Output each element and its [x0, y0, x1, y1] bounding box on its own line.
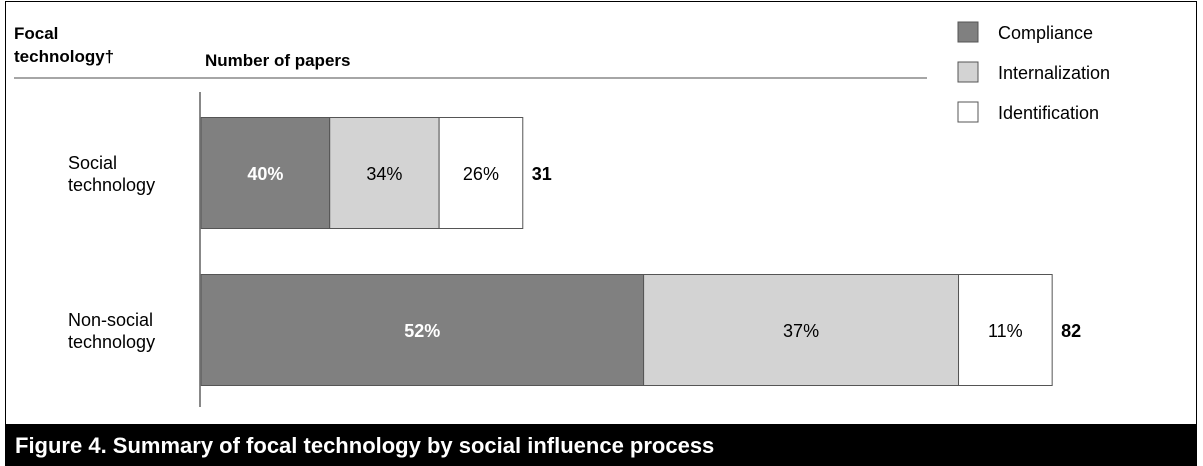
data-label: 11% — [988, 321, 1023, 341]
data-label: 37% — [783, 321, 819, 341]
figure-caption-bar: Figure 4. Summary of focal technology by… — [5, 424, 1197, 466]
category-label: technology — [68, 175, 155, 195]
bar-segment — [958, 274, 1053, 386]
category-label: Social — [68, 153, 117, 173]
category-label: Non-social — [68, 310, 153, 330]
total-label: 82 — [1061, 321, 1081, 341]
data-label: 26% — [463, 164, 499, 184]
bar-segment — [329, 117, 440, 229]
bar-segment — [438, 117, 524, 229]
legend-entry: Identification — [998, 103, 1099, 123]
legend-entry: Compliance — [998, 23, 1093, 43]
value-axis-title: Number of papers — [205, 51, 350, 70]
figure-caption: Figure 4. Summary of focal technology by… — [15, 433, 715, 458]
legend-swatch — [957, 61, 979, 83]
legend-entry: Internalization — [998, 63, 1110, 83]
category-label: technology — [68, 332, 155, 352]
data-label: 52% — [404, 321, 440, 341]
bar-segment — [200, 117, 331, 229]
category-title-line1: Focal — [14, 24, 58, 43]
data-label: 40% — [247, 164, 283, 184]
data-label: 34% — [366, 164, 402, 184]
legend-swatch — [957, 21, 979, 43]
total-label: 31 — [532, 164, 552, 184]
category-title-line2: technology† — [14, 47, 114, 66]
legend-swatch — [957, 101, 979, 123]
bar-segment — [643, 274, 960, 386]
